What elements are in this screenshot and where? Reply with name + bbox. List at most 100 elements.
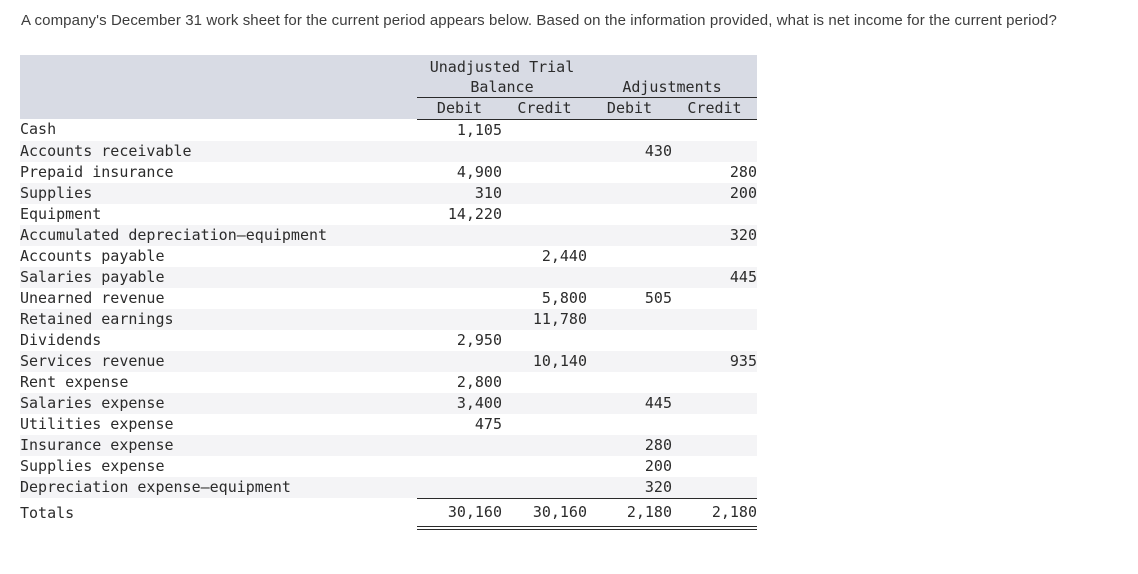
table-row: Salaries payable 445 [20, 266, 757, 288]
account-label: Supplies expense [20, 456, 165, 475]
amount-cell [417, 140, 502, 162]
account-label: Depreciation expense—equipment [20, 476, 417, 498]
amount-cell: 2,440 [541, 246, 587, 265]
amount-cell [502, 414, 587, 435]
amount-cell [672, 414, 757, 435]
amount-cell [672, 119, 757, 141]
table-row: Dividends 2,950 [20, 330, 757, 351]
amount-cell [587, 224, 672, 246]
table-row: Unearned revenue 5,800 505 [20, 288, 757, 309]
amount-cell [672, 308, 757, 330]
worksheet-header: Unadjusted Trial Balance Adjustments Deb… [20, 55, 757, 120]
amount-cell [672, 140, 757, 162]
amount-cell: 1,105 [456, 120, 502, 139]
totals-label: Totals [20, 504, 75, 522]
account-label: Cash [20, 120, 57, 139]
table-row: Accumulated depreciation—equipment 320 [20, 224, 757, 246]
amount-cell [502, 372, 587, 393]
amount-cell [587, 246, 672, 267]
amount-cell [587, 372, 672, 393]
account-label: Dividends [20, 330, 102, 349]
account-label: Equipment [20, 204, 102, 223]
amount-cell [502, 140, 587, 162]
subheader-spacer [20, 97, 417, 119]
amount-cell [672, 392, 757, 414]
amount-cell [417, 266, 502, 288]
account-label: Unearned revenue [20, 288, 165, 307]
account-label: Accounts receivable [20, 140, 417, 162]
worksheet-body: Cash 1,105 Accounts receivable 430 Prepaid i… [20, 119, 757, 498]
amount-cell [502, 119, 587, 141]
amount-cell [417, 288, 502, 309]
group-header-row: Unadjusted Trial Balance Adjustments [20, 55, 757, 98]
amount-cell [417, 434, 502, 456]
worksheet-footer: Totals 30,160 30,160 2,180 2,180 [20, 497, 757, 530]
group-unadjusted-trial-balance: Unadjusted Trial Balance [417, 55, 587, 98]
amount-cell: 2,950 [456, 330, 502, 349]
table-row: Supplies 310 200 [20, 182, 757, 204]
amount-cell [587, 414, 672, 435]
amount-cell [417, 246, 502, 267]
amount-cell [417, 350, 502, 372]
amount-cell: 2,800 [456, 372, 502, 391]
table-row: Accounts payable 2,440 [20, 246, 757, 267]
amount-cell [587, 204, 672, 225]
worksheet-table: Unadjusted Trial Balance Adjustments Deb… [20, 55, 757, 530]
table-row: Salaries expense 3,400 445 [20, 392, 757, 414]
amount-cell [502, 182, 587, 204]
total-adj-credit: 2,180 [672, 497, 757, 530]
amount-cell: 320 [672, 224, 757, 246]
account-label: Services revenue [20, 350, 417, 372]
amount-cell [587, 308, 672, 330]
amount-cell [502, 330, 587, 351]
table-row: Depreciation expense—equipment 320 [20, 476, 757, 498]
table-row: Equipment 14,220 [20, 204, 757, 225]
amount-cell: 935 [672, 350, 757, 372]
account-label: Supplies [20, 182, 417, 204]
table-row: Utilities expense 475 [20, 414, 757, 435]
account-label: Utilities expense [20, 414, 174, 433]
account-label: Retained earnings [20, 308, 417, 330]
table-row: Retained earnings 11,780 [20, 308, 757, 330]
table-row: Accounts receivable 430 [20, 140, 757, 162]
amount-cell [672, 246, 757, 267]
col-utb-debit: Debit [417, 97, 502, 120]
total-adj-debit: 2,180 [587, 497, 672, 530]
amount-cell: 3,400 [417, 392, 502, 414]
amount-cell: 14,220 [447, 204, 502, 223]
account-label: Accumulated depreciation—equipment [20, 224, 417, 246]
amount-cell [587, 350, 672, 372]
table-row: Supplies expense 200 [20, 456, 757, 477]
table-row: Insurance expense 280 [20, 434, 757, 456]
amount-cell [672, 476, 757, 498]
amount-cell [587, 182, 672, 204]
account-label: Rent expense [20, 372, 129, 391]
amount-cell: 10,140 [502, 350, 587, 372]
amount-cell [672, 372, 757, 393]
total-utb-credit: 30,160 [502, 497, 587, 530]
amount-cell: 320 [587, 476, 672, 498]
account-label: Prepaid insurance [20, 162, 174, 181]
amount-cell [502, 162, 587, 183]
amount-cell: 280 [587, 434, 672, 456]
col-utb-credit: Credit [502, 97, 587, 120]
amount-cell: 200 [644, 456, 672, 475]
amount-cell [502, 392, 587, 414]
col-adj-credit: Credit [672, 97, 757, 120]
amount-cell [587, 162, 672, 183]
amount-cell [672, 330, 757, 351]
amount-cell [502, 204, 587, 225]
amount-cell [502, 476, 587, 498]
table-row: Rent expense 2,800 [20, 372, 757, 393]
amount-cell: 445 [672, 266, 757, 288]
amount-cell [587, 330, 672, 351]
totals-row: Totals 30,160 30,160 2,180 2,180 [20, 497, 757, 530]
amount-cell [672, 434, 757, 456]
account-label: Insurance expense [20, 434, 417, 456]
amount-cell [417, 456, 502, 477]
question-text: A company's December 31 work sheet for t… [21, 12, 1057, 29]
amount-cell [672, 456, 757, 477]
amount-cell [417, 224, 502, 246]
amount-cell [502, 266, 587, 288]
amount-cell [672, 288, 757, 309]
